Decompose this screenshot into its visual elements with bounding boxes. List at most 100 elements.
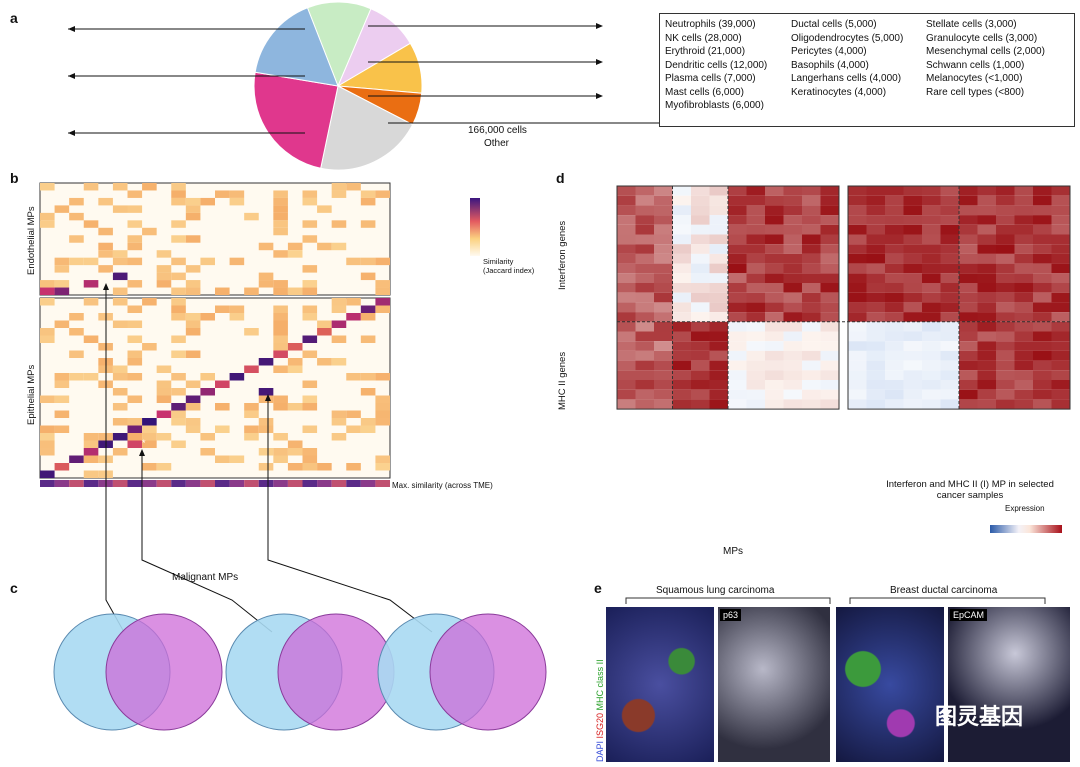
expression-cell — [746, 186, 765, 196]
expression-cell — [922, 360, 941, 371]
expression-cell — [709, 399, 728, 410]
expression-cell — [866, 283, 885, 293]
expression-cell — [977, 331, 996, 342]
expression-cell — [654, 205, 673, 216]
expression-cell — [1033, 360, 1052, 371]
endo-cell — [185, 265, 201, 273]
expression-cell — [848, 321, 867, 332]
expression-cell — [848, 380, 867, 390]
epi-cell — [171, 313, 186, 321]
endo-cell — [185, 235, 201, 243]
expression-cell — [783, 224, 802, 235]
expression-cell — [746, 215, 765, 225]
expression-cell — [1051, 215, 1070, 225]
epi-cell — [200, 388, 215, 396]
expression-cell — [783, 283, 802, 293]
epi-cell — [142, 433, 157, 441]
expression-cell — [940, 205, 959, 216]
panel-d-right-caption: Interferon and MHC II (I) MP in selected… — [886, 479, 1054, 501]
epi-cell — [302, 313, 318, 321]
endo-cell — [142, 183, 157, 191]
epi-cell — [244, 410, 259, 418]
expression-cell — [617, 360, 636, 371]
expression-cell — [959, 360, 978, 371]
expression-cell — [820, 205, 839, 216]
expression-cell — [848, 370, 867, 380]
expression-cell — [922, 186, 941, 196]
expression-cell — [617, 312, 636, 322]
expression-cell — [996, 186, 1015, 196]
expression-cell — [635, 263, 654, 274]
expression-cell — [654, 253, 673, 264]
max-similarity-cell — [54, 480, 70, 487]
endo-cell — [375, 190, 390, 198]
expression-cell — [635, 273, 654, 283]
expression-cell — [765, 234, 784, 245]
expression-cell — [1014, 244, 1033, 254]
expression-cell — [783, 263, 802, 274]
expression-cell — [820, 253, 839, 264]
expression-cell — [848, 341, 867, 351]
endo-cell — [54, 257, 70, 266]
endo-cell — [273, 227, 288, 236]
expression-cell — [691, 380, 710, 390]
endo-cell — [200, 257, 215, 266]
expression-cell — [959, 389, 978, 400]
expression-cell — [709, 195, 728, 206]
epi-cell — [375, 395, 390, 403]
expression-cell — [996, 195, 1015, 206]
epi-cell — [273, 395, 288, 403]
isg20-label: ISG20 — [595, 712, 605, 739]
expression-cell — [922, 195, 941, 206]
expression-cell — [709, 244, 728, 254]
epi-cell — [171, 298, 186, 306]
endo-cell — [258, 280, 274, 288]
expression-cell — [802, 399, 821, 410]
epi-cell — [331, 298, 347, 306]
endo-cell — [40, 220, 55, 228]
endo-cell — [229, 190, 245, 198]
expression-cell — [977, 370, 996, 380]
star-marker: * — [142, 438, 146, 448]
epi-cell — [273, 305, 288, 313]
endo-cell — [375, 287, 390, 295]
epi-cell — [346, 410, 361, 418]
expression-cell — [922, 389, 941, 400]
epi-cell — [83, 373, 99, 381]
expression-cell — [709, 273, 728, 283]
expression-cell — [654, 283, 673, 293]
watermark: 图灵基因 — [935, 704, 1024, 729]
epi-cell — [317, 463, 332, 471]
expression-cell — [783, 186, 802, 196]
expression-cell — [728, 263, 747, 274]
endo-cell — [54, 287, 70, 295]
pie-slice-other — [320, 85, 414, 170]
epcam-tag: EpCAM — [950, 609, 988, 621]
epi-cell — [40, 448, 55, 456]
epi-cell — [185, 403, 201, 411]
expression-cell — [1033, 302, 1052, 313]
expression-cell — [922, 273, 941, 283]
endo-cell — [331, 220, 347, 228]
epi-cell — [83, 470, 99, 478]
expression-cell — [765, 341, 784, 351]
endo-cell — [40, 183, 55, 191]
expression-cell — [617, 215, 636, 225]
expression-cell — [922, 205, 941, 216]
mhc-label: MHC class II — [595, 659, 605, 711]
expression-cell — [903, 341, 922, 351]
max-similarity-cell — [273, 480, 288, 487]
expression-cell — [848, 389, 867, 400]
expression-cell — [691, 312, 710, 322]
expression-cell — [996, 360, 1015, 371]
epi-cell — [54, 425, 70, 433]
epi-cell — [156, 380, 172, 388]
expression-cell — [635, 283, 654, 293]
endo-cell — [54, 265, 70, 273]
expression-cell — [820, 341, 839, 351]
other-type-item: Granulocyte cells (3,000) — [926, 32, 1038, 44]
max-similarity-cell — [375, 480, 390, 487]
endo-cell — [69, 257, 84, 266]
expression-cell — [820, 389, 839, 400]
expression-cell — [765, 331, 784, 342]
